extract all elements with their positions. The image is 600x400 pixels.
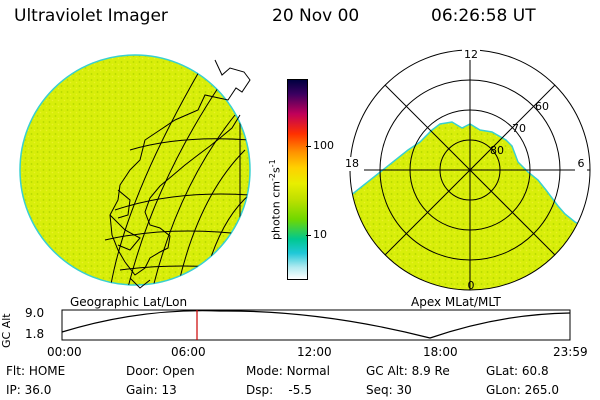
color-tick-10	[306, 235, 311, 236]
dsp-value: -5.5	[288, 383, 312, 397]
color-tick-100	[306, 146, 311, 147]
color-tick-label-low: 10	[313, 228, 327, 241]
status-filter: Flt: HOME	[6, 364, 65, 378]
door-label: Door:	[126, 364, 159, 378]
gain-label: Gain:	[126, 383, 158, 397]
door-value: Open	[162, 364, 195, 378]
date-label: 20 Nov 00	[272, 6, 360, 26]
mlt-label-18: 18	[345, 157, 359, 170]
seq-value: 30	[396, 383, 412, 397]
mlat-label-60: 60	[535, 100, 549, 113]
status-glat: GLat: 60.8	[486, 364, 549, 378]
status-gain: Gain: 13	[126, 383, 177, 397]
mlt-label-0: 0	[468, 279, 475, 292]
altitude-curve	[61, 310, 571, 339]
glat-label: GLat:	[486, 364, 519, 378]
ip-label: IP:	[6, 383, 21, 397]
x-tick-2: 12:00	[297, 345, 332, 359]
left-panel-label: Geographic Lat/Lon	[70, 295, 188, 309]
coastline-outline	[109, 59, 251, 289]
status-door: Door: Open	[126, 364, 195, 378]
ip-value: 36.0	[24, 383, 52, 397]
mode-label: Mode:	[246, 364, 283, 378]
status-mode: Mode: Normal	[246, 364, 330, 378]
gcalt-value: 8.9 Re	[411, 364, 450, 378]
polar-plot-panel: 12 18 6 0 60 70 80	[345, 48, 591, 292]
status-dsp: Dsp: -5.5	[246, 383, 312, 397]
gain-value: 13	[161, 383, 177, 397]
filter-value: HOME	[28, 364, 66, 378]
instrument-title: Ultraviolet Imager	[14, 6, 168, 26]
status-glon: GLon: 265.0	[486, 383, 559, 397]
gcalt-label: GC Alt:	[366, 364, 408, 378]
filter-label: Flt:	[6, 364, 25, 378]
x-tick-3: 18:00	[423, 345, 458, 359]
altitude-y-high: 9.0	[25, 306, 45, 320]
mlt-label-12: 12	[464, 48, 478, 61]
mlat-label-70: 70	[512, 122, 526, 135]
mode-value: Normal	[286, 364, 330, 378]
glat-value: 60.8	[521, 364, 549, 378]
status-ip: IP: 36.0	[6, 383, 51, 397]
x-tick-1: 06:00	[171, 345, 206, 359]
dsp-label: Dsp:	[246, 383, 274, 397]
seq-label: Seq:	[366, 383, 393, 397]
mlt-label-6: 6	[578, 157, 585, 170]
glon-value: 265.0	[524, 383, 559, 397]
status-gcalt: GC Alt: 8.9 Re	[366, 364, 450, 378]
x-tick-4: 23:59	[553, 345, 588, 359]
geographic-image-panel	[19, 54, 251, 289]
altitude-plot	[61, 309, 571, 341]
right-panel-label: Apex MLat/MLT	[411, 295, 501, 309]
time-label: 06:26:58 UT	[431, 6, 536, 26]
status-seq: Seq: 30	[366, 383, 412, 397]
mlat-label-80: 80	[490, 144, 504, 157]
x-tick-0: 00:00	[47, 345, 82, 359]
color-scale-bar	[287, 79, 308, 280]
glon-label: GLon:	[486, 383, 521, 397]
color-tick-label-high: 100	[313, 139, 334, 152]
polar-grid	[349, 49, 591, 291]
altitude-y-low: 1.8	[25, 327, 45, 341]
